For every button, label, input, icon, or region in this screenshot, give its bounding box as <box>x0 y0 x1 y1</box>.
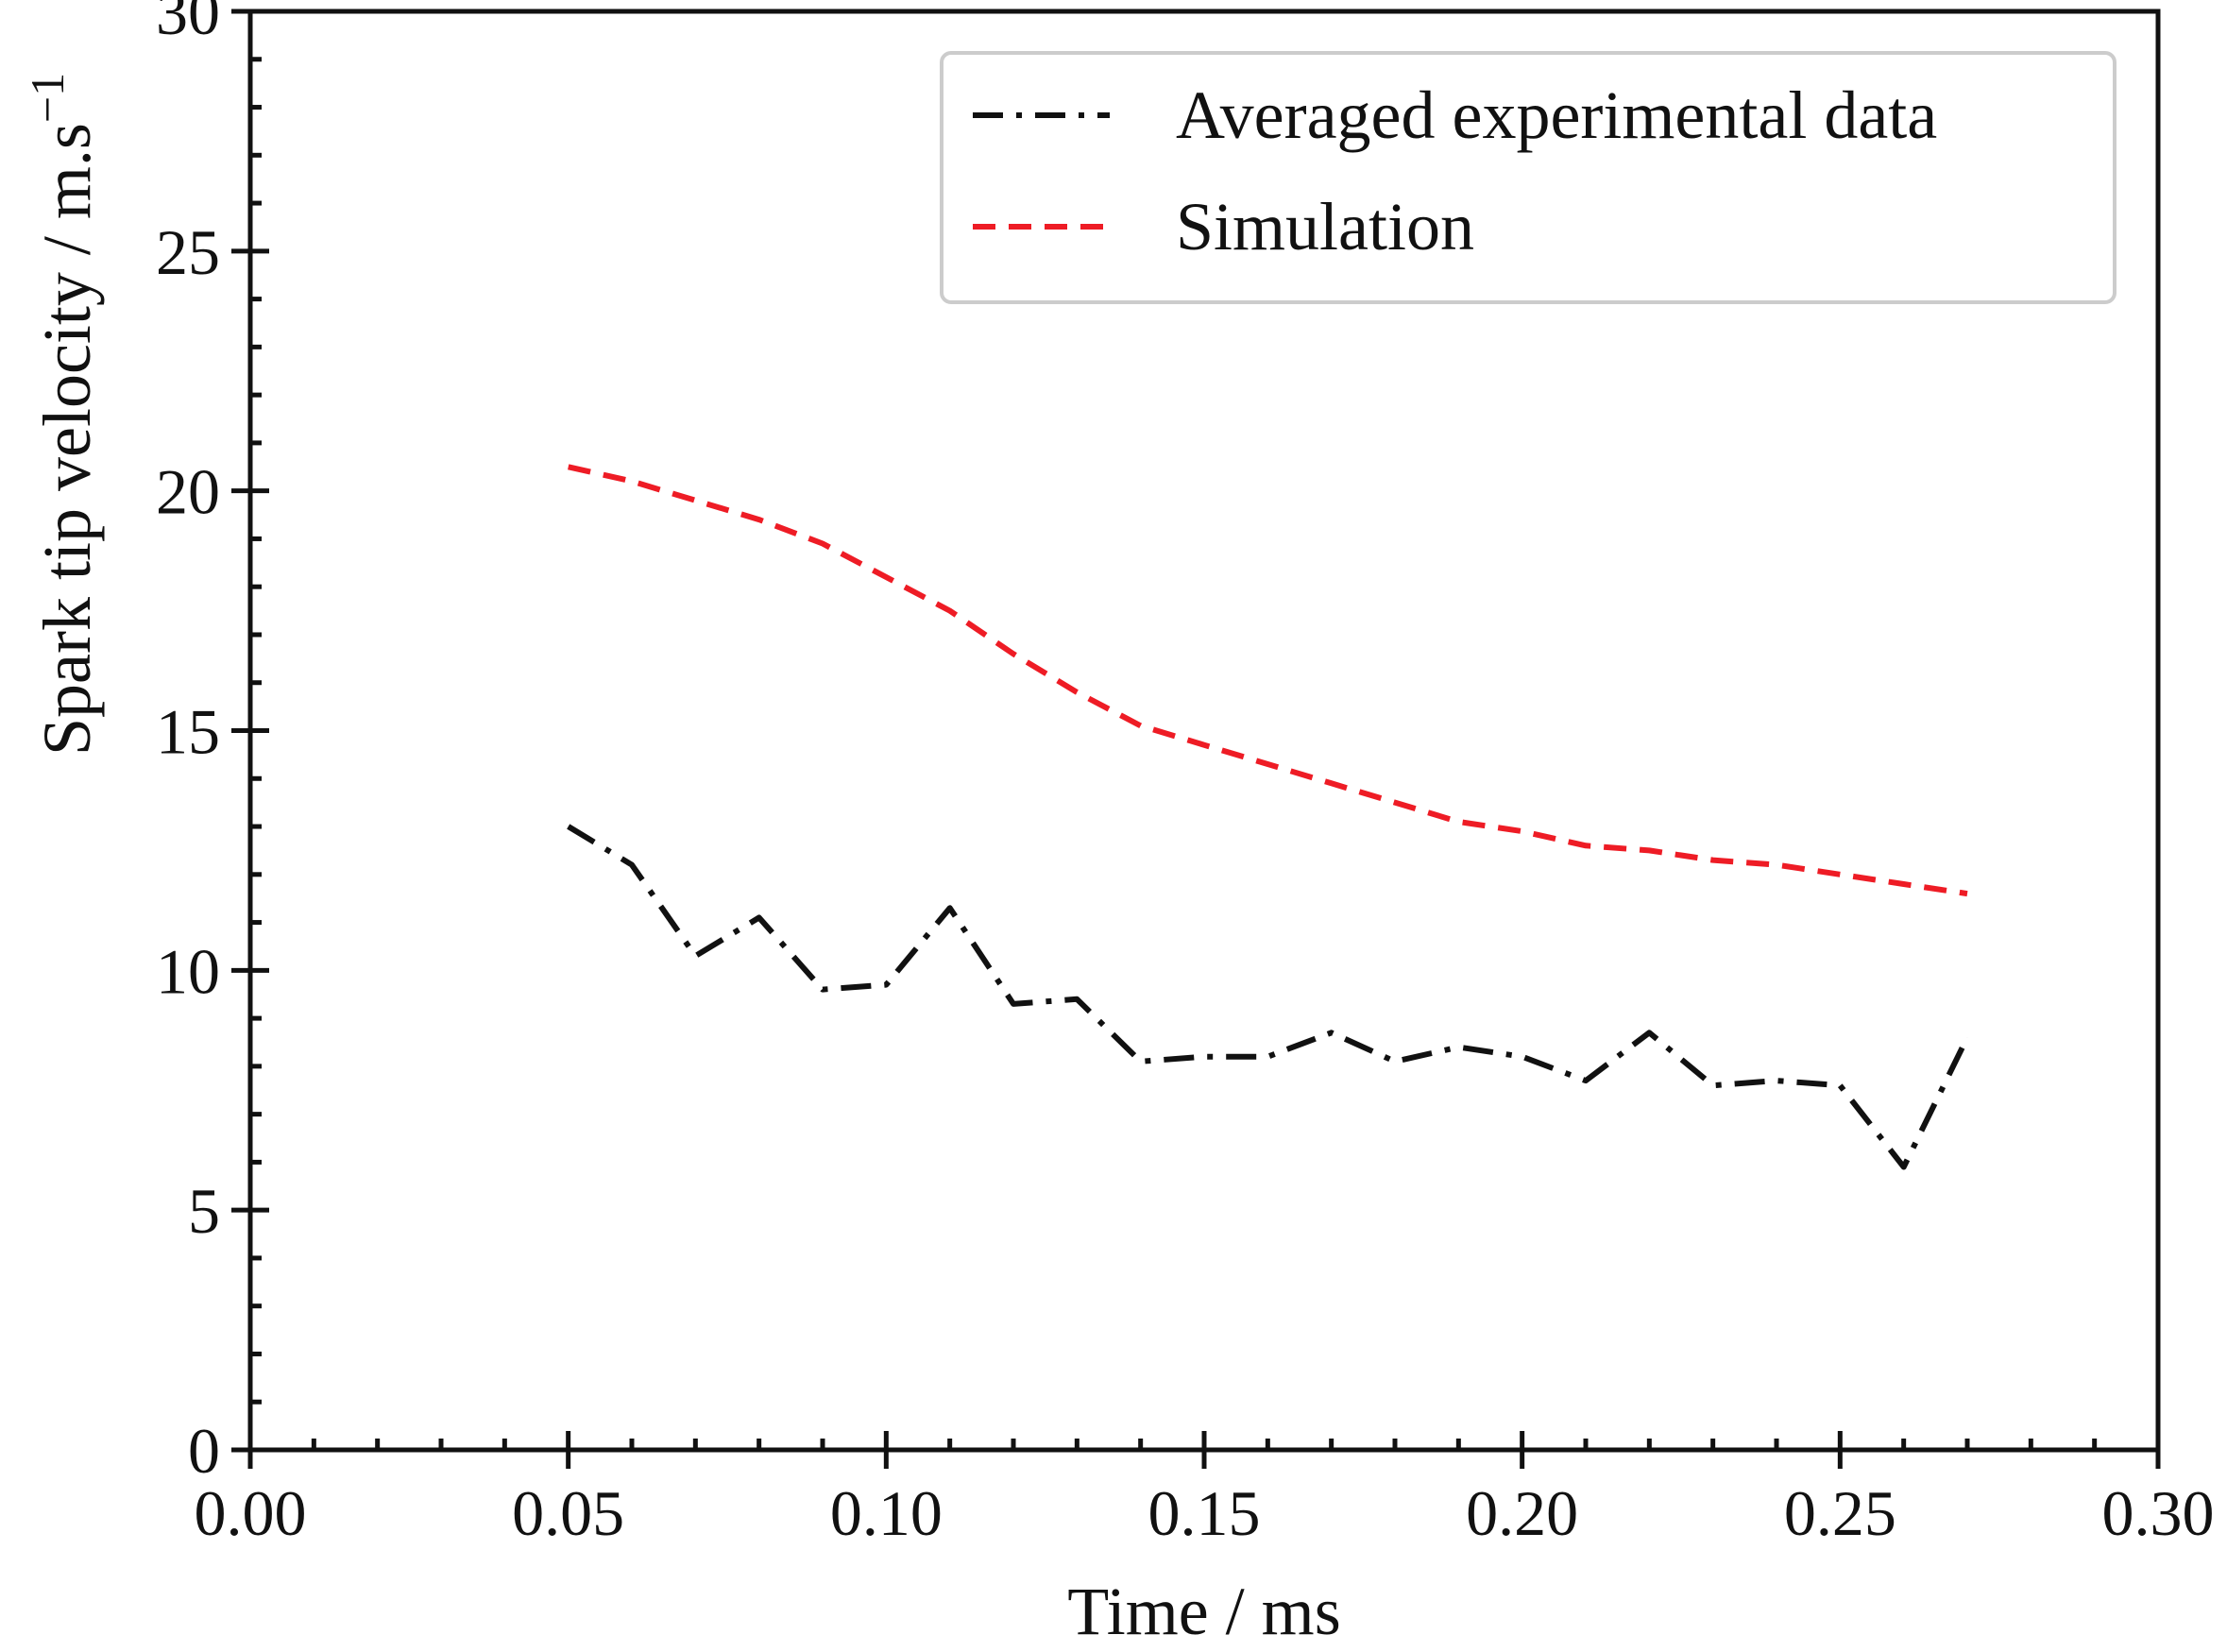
y-tick-label: 15 <box>156 696 220 768</box>
x-tick-label: 0.10 <box>830 1477 943 1549</box>
legend-label-experimental: Averaged experimental data <box>1176 77 1937 153</box>
y-axis-title-text: Spark tip velocity / m.s <box>29 123 105 756</box>
ticks-layer: 0.00 0.05 0.10 0.15 0.20 0.25 0.30 0 5 10 15 20 25 30 <box>156 0 2215 1549</box>
y-axis-title-superscript: −1 <box>21 73 74 123</box>
series-line-experimental <box>567 824 1970 1170</box>
x-tick-label: 0.30 <box>2102 1477 2215 1549</box>
y-axis-title: Spark tip velocity / m.s−1 <box>21 73 105 756</box>
x-tick-label: 0.20 <box>1466 1477 1578 1549</box>
y-tick-label: 5 <box>188 1175 220 1247</box>
x-axis-title: Time / ms <box>1067 1574 1340 1649</box>
legend: Averaged experimental data Simulation <box>940 51 2116 304</box>
y-tick-label: 25 <box>156 216 220 288</box>
y-tick-label: 0 <box>188 1415 220 1487</box>
legend-label-simulation: Simulation <box>1176 189 1474 264</box>
series-layer <box>567 464 1970 1170</box>
x-tick-label: 0.25 <box>1784 1477 1896 1549</box>
y-tick-label: 10 <box>156 935 220 1007</box>
legend-box <box>940 51 2116 304</box>
y-tick-label: 30 <box>156 0 220 48</box>
x-tick-label: 0.05 <box>512 1477 624 1549</box>
y-tick-label: 20 <box>156 456 220 528</box>
x-tick-label: 0.00 <box>195 1477 307 1549</box>
x-tick-label: 0.15 <box>1148 1477 1261 1549</box>
